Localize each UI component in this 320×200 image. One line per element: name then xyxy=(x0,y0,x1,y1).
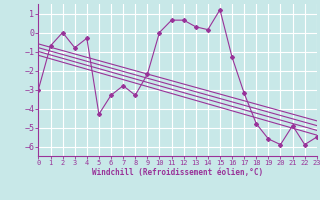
X-axis label: Windchill (Refroidissement éolien,°C): Windchill (Refroidissement éolien,°C) xyxy=(92,168,263,177)
